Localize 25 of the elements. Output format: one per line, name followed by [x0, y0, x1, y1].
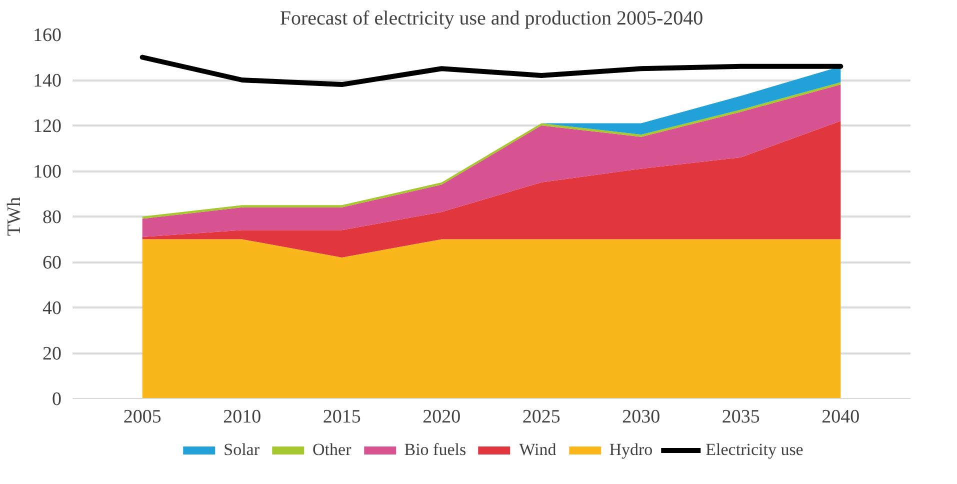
y-axis-title: TWh [4, 196, 25, 236]
legend-label: Solar [224, 440, 260, 460]
x-tick-label: 2030 [622, 406, 660, 428]
x-tick-label: 2040 [822, 406, 860, 428]
y-tick-label: 40 [42, 298, 62, 319]
y-tick-label: 140 [33, 70, 62, 92]
legend-label: Electricity use [706, 440, 804, 460]
x-tick-label: 2025 [522, 406, 560, 428]
x-tick-label: 2020 [422, 406, 461, 428]
y-tick-label: 120 [33, 116, 62, 137]
legend-label: Other [312, 440, 352, 460]
legend-label: Bio fuels [404, 440, 466, 460]
legend-label: Wind [519, 440, 556, 460]
x-tick-label: 2005 [123, 406, 162, 428]
chart-title: Forecast of electricity use and production 2005-2040 [280, 8, 704, 30]
y-tick-label: 160 [33, 25, 62, 46]
x-tick-label: 2035 [722, 406, 760, 428]
y-tick-label: 0 [52, 389, 62, 410]
legend-label: Hydro [609, 440, 653, 460]
y-tick-label: 20 [42, 344, 62, 364]
y-tick-label: 80 [42, 207, 62, 228]
y-tick-label: 100 [33, 162, 62, 182]
x-tick-label: 2010 [223, 406, 262, 428]
x-tick-label: 2015 [322, 406, 361, 428]
y-tick-label: 60 [42, 252, 62, 274]
